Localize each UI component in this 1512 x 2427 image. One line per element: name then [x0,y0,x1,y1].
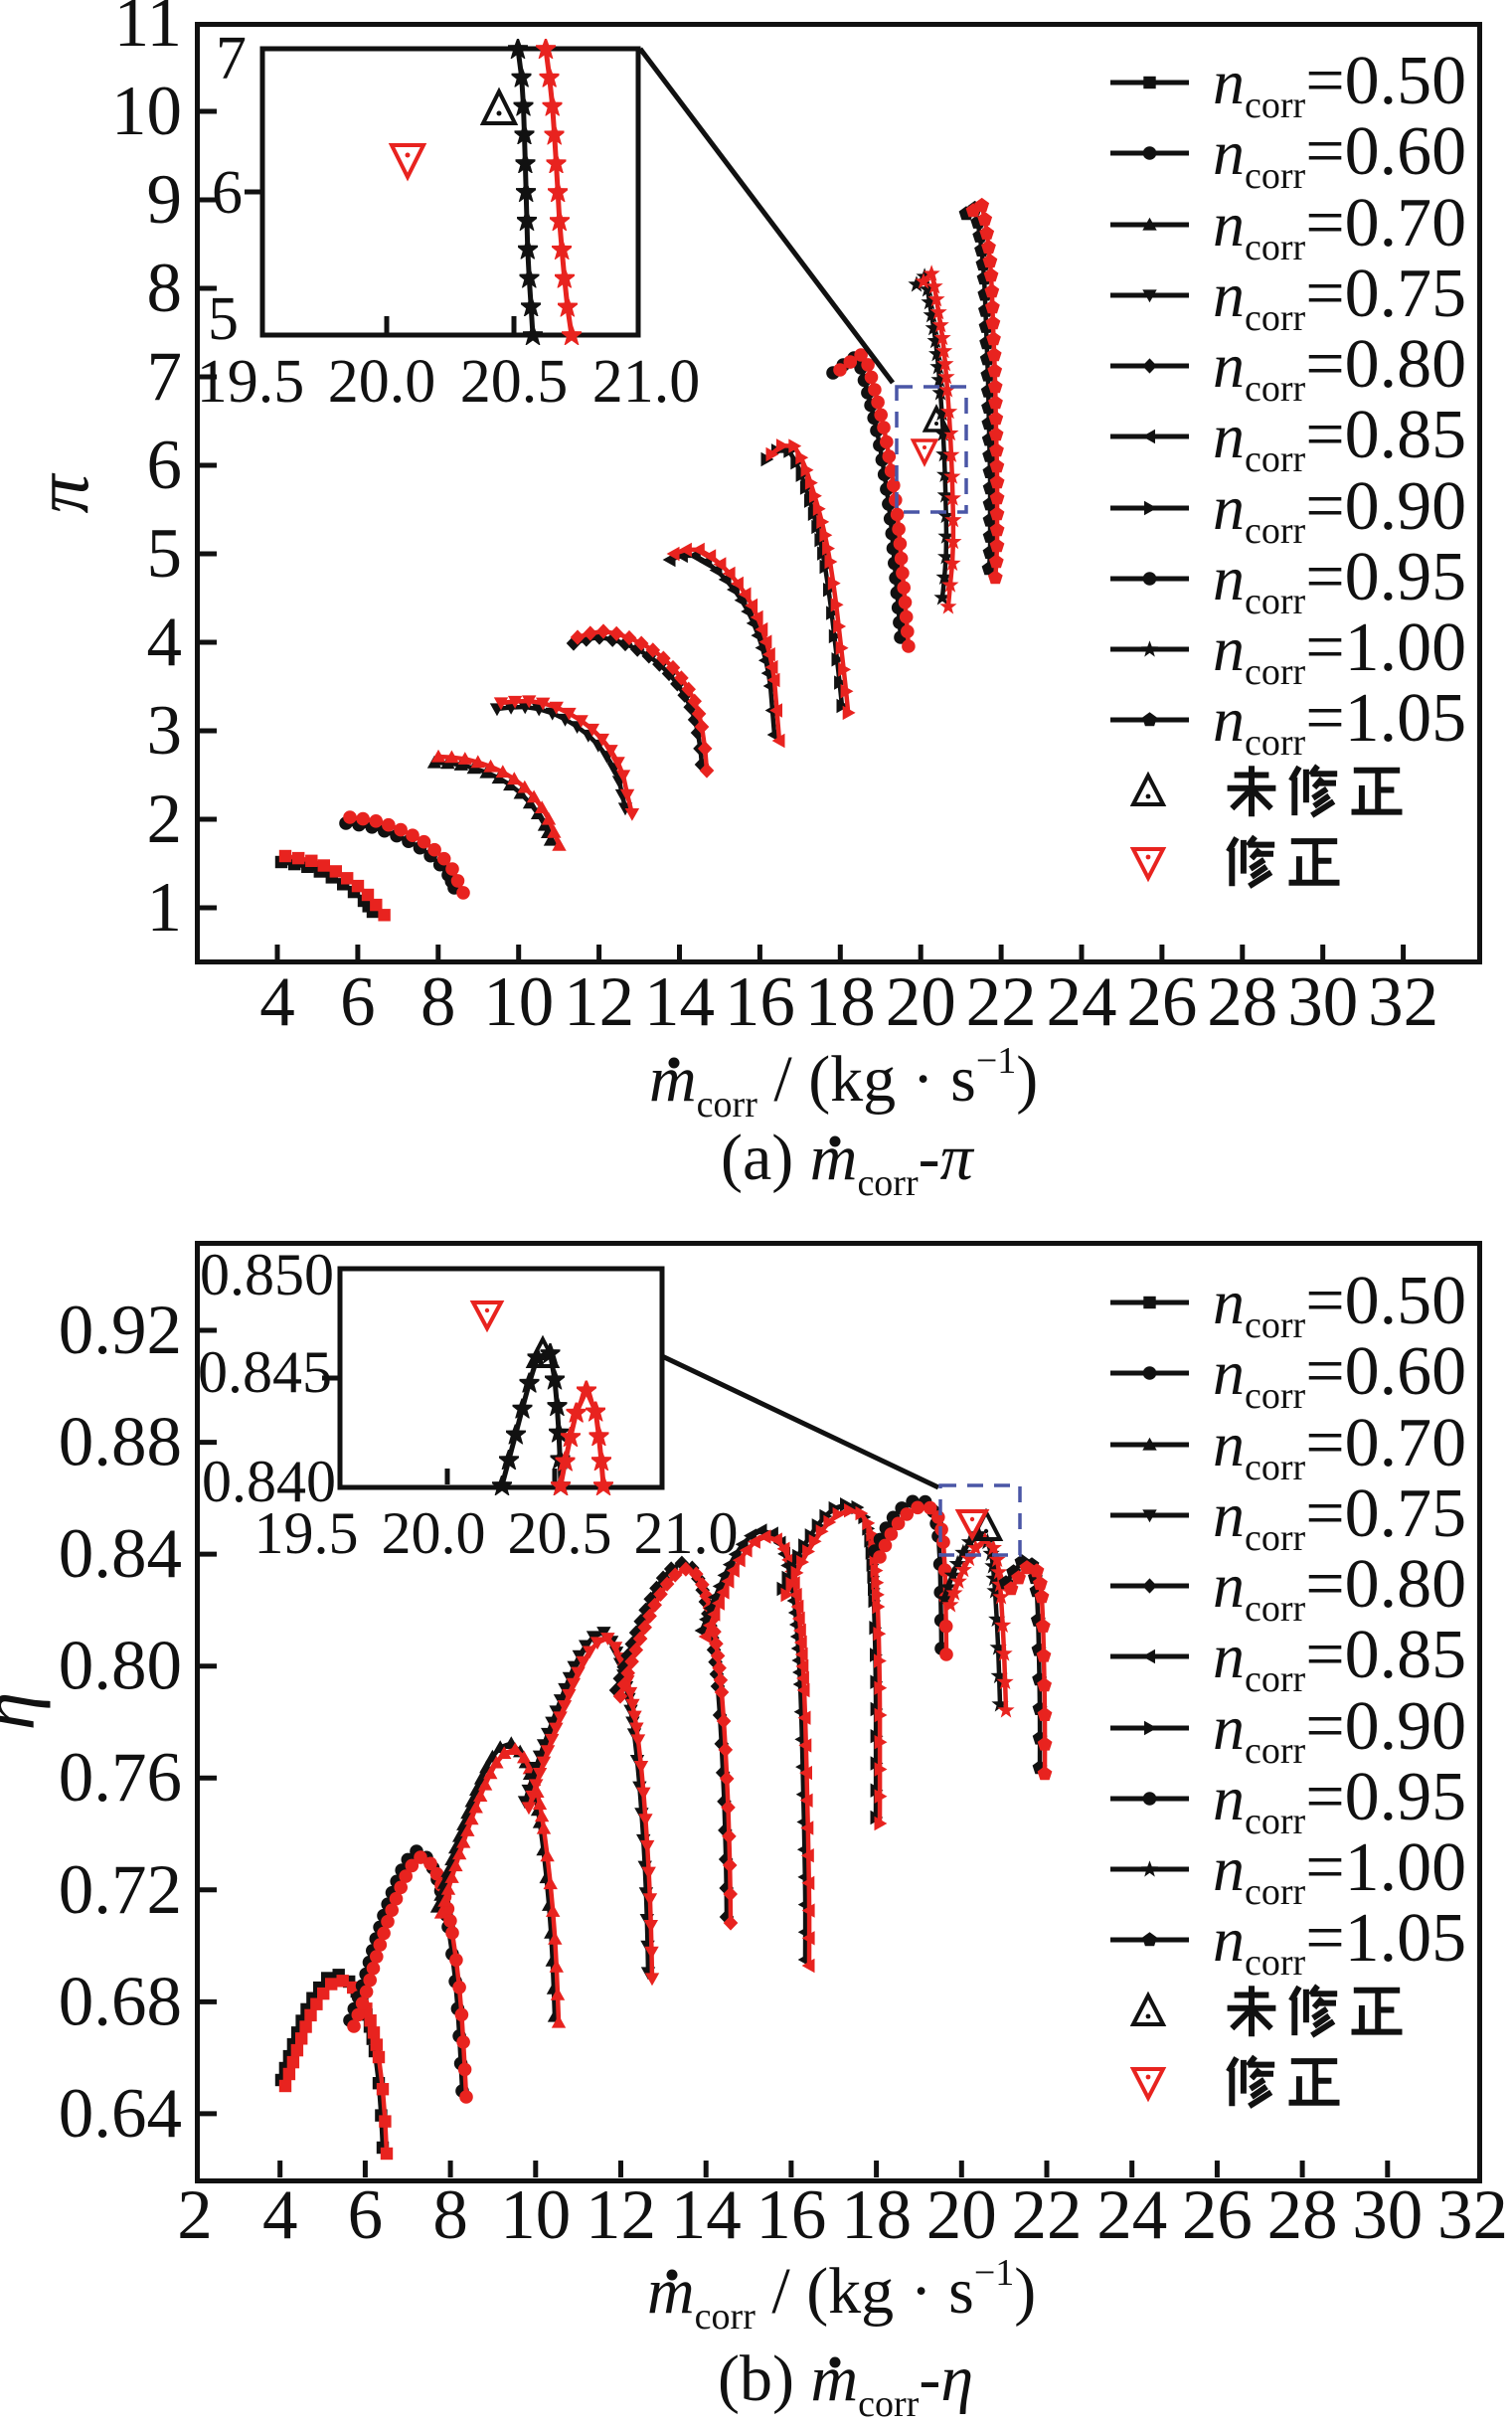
svg-text:ncorr=1.00: ncorr=1.00 [1213,609,1466,693]
svg-text:ncorr=0.70: ncorr=0.70 [1213,185,1466,268]
svg-text:11: 11 [114,0,182,62]
svg-text:ncorr=0.75: ncorr=0.75 [1213,256,1466,339]
svg-text:ncorr=0.70: ncorr=0.70 [1213,1405,1466,1488]
svg-text:21.0: 21.0 [634,1500,739,1566]
svg-text:22: 22 [1012,2176,1083,2254]
svg-text:ncorr=1.00: ncorr=1.00 [1213,1829,1466,1913]
svg-text:8: 8 [420,963,456,1041]
svg-text:20.5: 20.5 [460,348,569,416]
svg-text:0.76: 0.76 [59,1739,182,1817]
svg-text:0.92: 0.92 [59,1292,182,1369]
svg-text:14: 14 [671,2176,742,2254]
svg-text:0.845: 0.845 [198,1339,332,1405]
svg-text:21.0: 21.0 [592,348,701,416]
svg-text:3: 3 [147,692,183,770]
svg-text:24: 24 [1096,2176,1167,2254]
svg-text:0.68: 0.68 [59,1963,182,2040]
svg-text:26: 26 [1182,2176,1253,2254]
svg-text:20.0: 20.0 [328,348,436,416]
svg-text:ncorr=0.85: ncorr=0.85 [1213,397,1466,480]
svg-text:9: 9 [147,161,183,239]
svg-text:π: π [18,473,104,514]
svg-text:2: 2 [177,2176,213,2254]
svg-text:8: 8 [432,2176,468,2254]
svg-text:mcorr / (kg · s−1): mcorr / (kg · s−1) [649,1040,1038,1126]
svg-text:30: 30 [1287,963,1358,1041]
svg-text:0.84: 0.84 [59,1515,182,1593]
svg-text:ncorr=0.90: ncorr=0.90 [1213,468,1466,552]
svg-text:0.80: 0.80 [59,1628,182,1705]
svg-text:ncorr=0.90: ncorr=0.90 [1213,1688,1466,1772]
svg-text:18: 18 [841,2176,912,2254]
svg-text:10: 10 [483,963,554,1041]
svg-text:32: 32 [1368,963,1438,1041]
svg-text:η: η [0,1692,51,1731]
svg-text:6: 6 [348,2176,384,2254]
svg-text:28: 28 [1267,2176,1338,2254]
svg-text:7: 7 [147,338,183,416]
svg-text:16: 16 [756,2176,826,2254]
svg-text:ncorr=1.05: ncorr=1.05 [1213,680,1466,764]
svg-text:10: 10 [111,73,182,150]
svg-text:2: 2 [147,780,183,858]
svg-text:6: 6 [212,159,243,227]
svg-text:6: 6 [147,427,183,504]
svg-text:32: 32 [1437,2176,1508,2254]
svg-text:8: 8 [147,250,183,327]
svg-text:10: 10 [500,2176,571,2254]
svg-text:20.5: 20.5 [508,1500,612,1566]
svg-text:12: 12 [586,2176,656,2254]
svg-text:ncorr=1.05: ncorr=1.05 [1213,1900,1466,1984]
svg-text:19.5: 19.5 [197,348,305,416]
svg-text:ncorr=0.60: ncorr=0.60 [1213,113,1466,197]
svg-text:ncorr=0.80: ncorr=0.80 [1213,1546,1466,1630]
svg-text:24: 24 [1047,963,1117,1041]
svg-text:4: 4 [262,2176,298,2254]
svg-text:0.72: 0.72 [59,1851,182,1929]
svg-text:ncorr=0.50: ncorr=0.50 [1213,1263,1466,1346]
svg-text:20: 20 [886,963,956,1041]
svg-text:(b) mcorr-η: (b) mcorr-η [718,2342,973,2425]
svg-text:ncorr=0.95: ncorr=0.95 [1213,539,1466,622]
svg-text:14: 14 [644,963,715,1041]
svg-text:ncorr=0.50: ncorr=0.50 [1213,43,1466,126]
svg-text:26: 26 [1126,963,1197,1041]
svg-text:19.5: 19.5 [254,1500,359,1566]
svg-text:0.64: 0.64 [59,2075,182,2153]
svg-text:16: 16 [725,963,795,1041]
svg-text:20: 20 [926,2176,997,2254]
svg-text:22: 22 [966,963,1037,1041]
svg-text:5: 5 [147,515,183,593]
svg-text:(a) mcorr-π: (a) mcorr-π [721,1122,975,1204]
svg-text:5: 5 [208,285,239,353]
svg-text:ncorr=0.75: ncorr=0.75 [1213,1475,1466,1559]
svg-text:4: 4 [147,604,183,681]
svg-text:ncorr=0.80: ncorr=0.80 [1213,326,1466,410]
svg-text:12: 12 [564,963,634,1041]
svg-text:20.0: 20.0 [382,1500,486,1566]
svg-text:ncorr=0.95: ncorr=0.95 [1213,1759,1466,1842]
svg-text:0.850: 0.850 [200,1242,334,1307]
svg-text:7: 7 [216,25,247,92]
svg-text:18: 18 [805,963,876,1041]
svg-text:28: 28 [1207,963,1277,1041]
svg-text:ncorr=0.85: ncorr=0.85 [1213,1617,1466,1700]
svg-text:4: 4 [259,963,295,1041]
svg-text:1: 1 [147,869,183,947]
svg-text:ncorr=0.60: ncorr=0.60 [1213,1333,1466,1417]
svg-text:0.88: 0.88 [59,1404,182,1481]
svg-text:0.840: 0.840 [202,1449,336,1514]
svg-text:30: 30 [1352,2176,1423,2254]
svg-text:mcorr / (kg · s−1): mcorr / (kg · s−1) [647,2252,1036,2338]
svg-text:6: 6 [340,963,376,1041]
